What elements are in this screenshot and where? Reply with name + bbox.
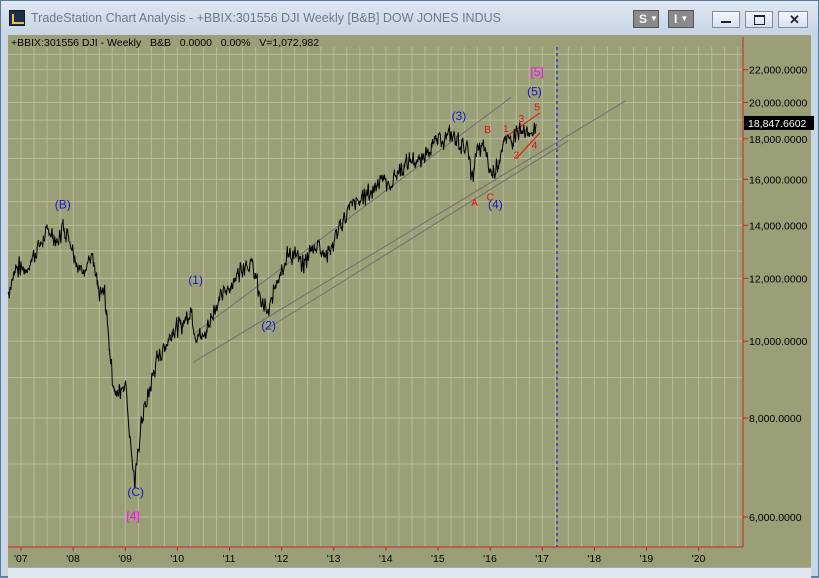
- wave-label: 2: [513, 150, 519, 161]
- close-button[interactable]: ✕: [778, 11, 808, 28]
- wave-annotations: (B) (C) [4] (1) (2) (3) A B C(4) 1 2 3 4 5 (5) [5]: [55, 65, 544, 523]
- x-tick-label: '07: [14, 553, 28, 565]
- x-tick-label: '19: [640, 553, 654, 565]
- wave-label: 4: [532, 140, 538, 151]
- x-tick-label: '14: [379, 553, 393, 565]
- y-axis: 22,000.0000 20,000.0000 18,000.0000 16,000.…: [742, 37, 814, 547]
- y-tick-label: 22,000.0000: [749, 65, 808, 77]
- maximize-icon: [754, 15, 765, 25]
- x-tick-label: '16: [483, 553, 497, 565]
- wave-label: (3): [452, 109, 467, 123]
- current-value-label: 18,847.6602: [748, 118, 807, 130]
- y-tick-label: 6,000.0000: [749, 512, 802, 524]
- horizontal-scrollbar[interactable]: [8, 567, 811, 578]
- y-tick-label: 20,000.0000: [749, 98, 808, 110]
- wave-label: (C): [127, 485, 144, 499]
- x-axis: '07 '08 '09 '10 '11 '12 '13 '14 '15 '16 '17 '18 '19 '…: [8, 546, 743, 565]
- x-tick-label: '15: [431, 553, 445, 565]
- y-tick-label: 18,000.0000: [749, 134, 808, 146]
- x-tick-label: '17: [535, 553, 549, 565]
- wave-label: 1: [503, 124, 509, 135]
- price-series: [7, 122, 537, 489]
- minimize-icon: [721, 21, 731, 23]
- wave-label: 5: [534, 102, 540, 113]
- style-label: B&B: [150, 37, 172, 49]
- wave-label: (1): [188, 273, 203, 287]
- x-tick-label: '12: [275, 553, 289, 565]
- channel-lines: [192, 47, 626, 547]
- dropdown-arrow-icon: ▼: [680, 14, 689, 23]
- title-bar[interactable]: TradeStation Chart Analysis - +BBIX:3015…: [1, 1, 818, 35]
- y-tick-label: 14,000.0000: [749, 220, 808, 232]
- dropdown-arrow-icon: ▼: [650, 14, 658, 23]
- x-tick-label: '13: [327, 553, 341, 565]
- indicator-button[interactable]: I ▼: [668, 10, 694, 28]
- tradestation-logo-icon: [9, 10, 25, 26]
- minimize-button[interactable]: [712, 11, 740, 28]
- chart-header: +BBIX:301556 DJI - Weekly B&B 0.0000 0.0…: [11, 37, 319, 49]
- trend-channel-line: [192, 96, 512, 335]
- y-tick-label: 16,000.0000: [749, 174, 808, 186]
- x-tick-label: '11: [223, 553, 236, 565]
- volume-value: V=1,072,982: [259, 37, 320, 49]
- indicator-label: I: [674, 12, 678, 26]
- dji-price-line: [7, 122, 537, 489]
- maximize-button[interactable]: [745, 11, 773, 28]
- y-tick-label: 10,000.0000: [749, 336, 808, 348]
- wave-label: [4]: [126, 509, 139, 523]
- x-tick-label: '08: [66, 553, 80, 565]
- wave-label: (4): [488, 198, 503, 212]
- wave-channel-line: [515, 132, 541, 159]
- wave-label: A: [471, 198, 478, 209]
- trend-channel-line: [263, 140, 569, 332]
- wave-label: (5): [527, 85, 542, 99]
- wave-label: (B): [55, 198, 71, 212]
- x-tick-label: '09: [118, 553, 132, 565]
- chart-grid: [8, 47, 743, 547]
- x-tick-label: '10: [170, 553, 184, 565]
- x-tick-label: '18: [587, 553, 601, 565]
- percent-change-value: 0.00%: [220, 37, 251, 49]
- symbol-link-label: S: [639, 12, 648, 26]
- chart-area[interactable]: [8, 35, 811, 578]
- close-icon: ✕: [789, 12, 800, 27]
- wave-channel-line: [502, 112, 540, 140]
- wave-label: (2): [261, 318, 276, 332]
- wave-label: [5]: [530, 65, 543, 79]
- current-value-badge: [744, 115, 814, 130]
- wave-label: 3: [519, 114, 525, 125]
- wave-label: C: [487, 192, 494, 203]
- change-value: 0.0000: [179, 37, 212, 49]
- y-tick-label: 12,000.0000: [749, 273, 808, 285]
- window-title: TradeStation Chart Analysis - +BBIX:3015…: [31, 11, 501, 25]
- x-tick-label: '20: [692, 553, 706, 565]
- symbol-label: +BBIX:301556 DJI - Weekly: [11, 37, 142, 49]
- wave-label: B: [484, 125, 491, 136]
- trend-channel-line: [192, 100, 626, 363]
- y-tick-label: 8,000.0000: [749, 413, 802, 425]
- symbol-link-button[interactable]: S ▼: [633, 10, 659, 28]
